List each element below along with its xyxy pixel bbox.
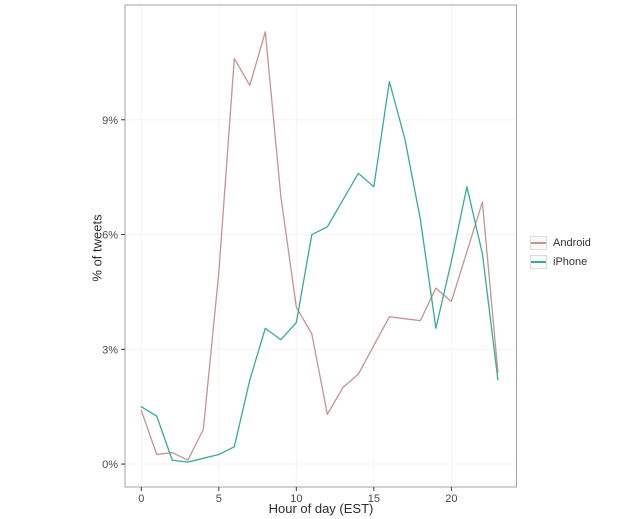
chart-legend: Android iPhone	[530, 236, 591, 269]
iphone-series-line	[140, 80, 499, 463]
legend-label: iPhone	[553, 255, 588, 268]
x-tick-label: 20	[445, 493, 457, 505]
legend-key-line	[531, 242, 546, 244]
x-axis-title: Hour of day (EST)	[268, 501, 374, 516]
y-axis-title: % of tweets	[89, 214, 105, 282]
x-tick-label: 5	[216, 493, 222, 505]
legend-label: Android	[553, 236, 591, 249]
x-tick-label: 0	[138, 493, 144, 505]
x-tick-label: 10	[290, 493, 302, 505]
x-tick-label: 15	[368, 493, 380, 505]
legend-key	[530, 255, 547, 269]
legend-item: Android	[530, 236, 591, 250]
legend-item: iPhone	[530, 255, 591, 269]
android-series-line	[140, 31, 499, 461]
plot-panel-border	[124, 4, 517, 488]
y-tick-label: 6%	[102, 230, 118, 242]
y-tick-label: 3%	[102, 344, 118, 356]
y-tick-label: 0%	[102, 459, 118, 471]
y-tick-label: 9%	[102, 115, 118, 127]
legend-key-line	[531, 261, 546, 263]
legend-key	[530, 236, 547, 250]
